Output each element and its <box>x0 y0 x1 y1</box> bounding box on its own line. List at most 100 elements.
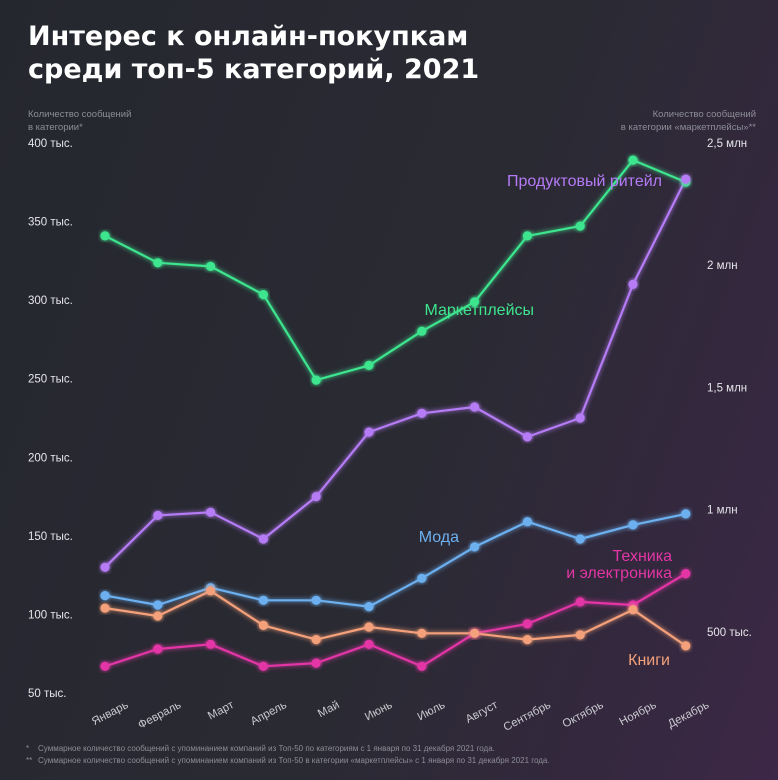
right-tick-label: 1 млн <box>707 505 738 517</box>
data-point-мода <box>628 520 638 530</box>
data-point-мода <box>258 595 268 605</box>
series-label-продуктовый-ритейл: Продуктовый ритейл <box>507 173 662 190</box>
data-point-книги <box>206 586 216 596</box>
footnote-1-mark: * <box>26 744 30 753</box>
footnote-2: ** Суммарное количество сообщений с упом… <box>26 756 550 765</box>
right-axis-ticks: 500 тыс. 1 млн 1,5 млн 2 млн 2,5 млн <box>707 138 752 639</box>
x-tick-label: Октябрь <box>561 699 606 731</box>
data-point-книги <box>153 611 163 621</box>
x-tick-label: Апрель <box>249 699 289 728</box>
data-point-мода <box>681 509 691 519</box>
left-tick-label: 350 тыс. <box>28 217 73 229</box>
data-point-продуктовый-ритейл <box>681 174 691 184</box>
data-point-мода <box>575 534 585 544</box>
data-point-книги <box>417 628 427 638</box>
data-point-продуктовый-ритейл <box>575 413 585 423</box>
right-tick-label: 2,5 млн <box>707 138 747 150</box>
data-point-книги <box>311 635 321 645</box>
data-point-мода <box>100 591 110 601</box>
left-axis-title-line-2: в категории* <box>28 122 83 133</box>
x-tick-label: Май <box>316 699 342 720</box>
data-point-книги <box>100 603 110 613</box>
data-point-техника-и-электроника <box>153 644 163 654</box>
series-points <box>100 155 691 671</box>
data-point-техника-и-электроника <box>258 661 268 671</box>
x-tick-label: Ноябрь <box>618 699 659 728</box>
data-point-продуктовый-ритейл <box>628 279 638 289</box>
data-point-мода <box>364 602 374 612</box>
series-label-техника-и-электроника: Техника и электроника <box>566 548 672 582</box>
data-point-техника-и-электроника <box>522 619 533 629</box>
chart-title: Интерес к онлайн-покупкам среди топ-5 ка… <box>28 20 588 86</box>
x-tick-label: Декабрь <box>666 699 711 731</box>
data-point-маркетплейсы <box>628 155 638 165</box>
footnote-1: * Суммарное количество сообщений с упоми… <box>26 744 495 753</box>
x-tick-label: Август <box>464 699 501 726</box>
series-label-мода: Мода <box>419 529 459 546</box>
left-tick-label: 300 тыс. <box>28 295 73 307</box>
right-axis-title-line-1: Количество сообщений <box>653 109 756 120</box>
series-label-line: Продуктовый ритейл <box>507 173 662 190</box>
series-line-мода <box>104 512 687 608</box>
series-label-line: Мода <box>419 529 459 546</box>
chart-title-line-1: Интерес к онлайн-покупкам <box>28 21 469 52</box>
x-tick-label: Сентябрь <box>502 699 553 734</box>
data-point-продуктовый-ритейл <box>258 534 268 544</box>
data-point-маркетплейсы <box>470 297 480 307</box>
footnote-1-text: Суммарное количество сообщений с упомина… <box>38 744 495 753</box>
data-point-книги <box>470 628 480 638</box>
data-point-продуктовый-ритейл <box>100 562 110 572</box>
data-point-продуктовый-ритейл <box>364 427 374 437</box>
data-point-продуктовый-ритейл <box>206 507 216 517</box>
left-tick-label: 50 тыс. <box>28 688 66 700</box>
data-point-продуктовый-ритейл <box>417 408 427 418</box>
data-point-маркетплейсы <box>206 261 216 271</box>
data-point-техника-и-электроника <box>311 658 321 668</box>
series-label-line: и электроника <box>566 565 672 582</box>
footnote-2-text: Суммарное количество сообщений с упомина… <box>38 756 550 765</box>
series-line-техника-и-электроника <box>104 572 687 668</box>
data-point-книги <box>575 630 585 640</box>
data-point-маркетплейсы <box>417 326 427 336</box>
left-tick-label: 100 тыс. <box>28 609 73 621</box>
x-tick-label: Июль <box>416 699 448 723</box>
left-tick-label: 250 тыс. <box>28 374 73 386</box>
left-axis-ticks: 50 тыс. 100 тыс. 150 тыс. 200 тыс. 250 тыс. 3… <box>28 138 73 700</box>
data-point-техника-и-электроника <box>364 639 374 649</box>
right-tick-label: 1,5 млн <box>707 382 747 394</box>
left-tick-label: 400 тыс. <box>28 138 73 150</box>
series-label-line: Маркетплейсы <box>424 302 534 319</box>
right-tick-label: 2 млн <box>707 260 738 272</box>
left-axis-title-line-1: Количество сообщений <box>28 109 131 120</box>
data-point-продуктовый-ритейл <box>470 402 480 412</box>
footnote-2-mark: ** <box>26 756 33 765</box>
series-label-книги: Книги <box>628 652 670 669</box>
data-point-маркетплейсы <box>153 258 163 268</box>
series-label-маркетплейсы: Маркетплейсы <box>424 302 534 319</box>
chart-title-line-2: среди топ-5 категорий, 2021 <box>28 54 480 85</box>
x-axis-ticks: Январь Февраль Март Апрель Май Июнь Июль Август… <box>90 699 711 734</box>
x-tick-label: Январь <box>90 699 130 728</box>
data-point-продуктовый-ритейл <box>522 432 533 442</box>
data-point-мода <box>522 517 533 527</box>
series-label-line: Книги <box>628 652 670 669</box>
data-point-техника-и-электроника <box>681 569 691 579</box>
left-tick-label: 150 тыс. <box>28 531 73 543</box>
data-point-мода <box>311 595 321 605</box>
data-point-книги <box>522 635 533 645</box>
x-tick-label: Март <box>206 699 237 723</box>
data-point-маркетплейсы <box>575 221 585 231</box>
right-tick-label: 500 тыс. <box>707 627 752 639</box>
series-line-продуктовый-ритейл <box>104 178 687 569</box>
data-point-мода <box>417 573 427 583</box>
data-point-маркетплейсы <box>311 375 321 385</box>
series-lines <box>104 159 687 668</box>
data-point-мода <box>470 542 480 552</box>
data-point-маркетплейсы <box>522 231 533 241</box>
left-axis-title: Количество сообщений в категории* <box>28 109 131 133</box>
series-labels: Продуктовый ритейл Маркетплейсы Мода Техник… <box>419 173 672 669</box>
data-point-продуктовый-ритейл <box>311 492 321 502</box>
data-point-техника-и-электроника <box>100 661 110 671</box>
series-line-книги <box>104 589 687 647</box>
